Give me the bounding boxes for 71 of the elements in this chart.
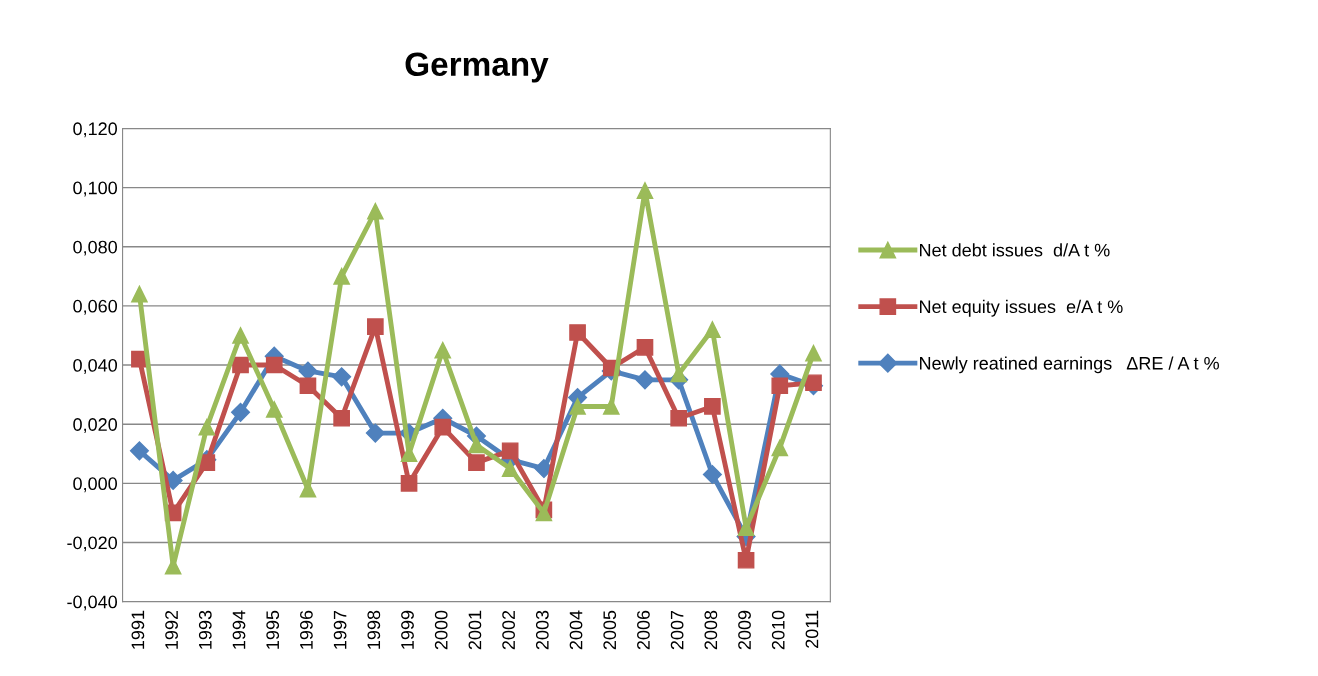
x-tick-label: 2007 [670, 610, 684, 650]
point [231, 402, 251, 422]
point [702, 464, 722, 485]
y-tick-label: 0,080 [73, 240, 118, 256]
point [198, 418, 216, 436]
x-tick-label: 2005 [603, 610, 617, 650]
x-tick-label: 2000 [434, 610, 448, 650]
x-tick-label: 2001 [468, 610, 482, 650]
point [332, 367, 352, 387]
point [265, 401, 283, 418]
x-tick-label: 1999 [401, 610, 414, 649]
point [365, 423, 385, 443]
point [265, 356, 283, 374]
legend-label: Net equity issues e/A t % [920, 299, 1123, 317]
point [131, 285, 148, 303]
point [434, 418, 452, 436]
point [129, 441, 149, 461]
y-tick-label: 0,020 [73, 418, 118, 434]
x-tick-label: 2010 [771, 610, 785, 650]
point [805, 344, 822, 362]
point [468, 436, 485, 454]
point [704, 321, 721, 338]
point [704, 398, 721, 415]
point [367, 202, 384, 220]
x-tick-label: 1998 [367, 610, 381, 649]
x-tick-label: 2002 [502, 610, 516, 650]
x-tick-label: 1995 [266, 610, 280, 649]
y-tick-label: -0,020 [67, 536, 118, 552]
x-tick-label: 2004 [569, 610, 583, 650]
x-tick-label: 1991 [131, 610, 145, 649]
point [636, 182, 654, 199]
point [602, 398, 620, 415]
x-tick-label: 1997 [333, 610, 347, 649]
point [569, 324, 586, 341]
chart-title: Germany [405, 52, 549, 83]
point [333, 267, 350, 285]
x-tick-label: 2006 [637, 610, 650, 650]
point [468, 454, 485, 471]
point [333, 409, 350, 427]
x-tick-label: 1996 [300, 610, 313, 649]
point [771, 439, 789, 457]
point [501, 442, 519, 460]
x-tick-label: 1994 [232, 610, 246, 649]
point [232, 356, 249, 374]
point [434, 341, 452, 359]
point [232, 327, 249, 344]
y-tick-label: 0,120 [73, 122, 118, 138]
x-tick-label: 2008 [704, 610, 718, 650]
y-tick-label: -0,040 [67, 595, 118, 611]
point [635, 370, 655, 390]
point [737, 551, 755, 569]
point [636, 338, 654, 356]
point [569, 398, 586, 415]
point [400, 475, 418, 492]
point [299, 377, 317, 395]
x-tick-label: 1992 [165, 610, 178, 649]
y-tick-label: 0,000 [73, 477, 118, 493]
point [367, 318, 384, 335]
point [771, 377, 789, 395]
x-tick-label: 1993 [198, 610, 212, 649]
y-tick-label: 0,040 [73, 358, 118, 374]
point [670, 409, 688, 427]
y-tick-label: 0,100 [73, 181, 118, 197]
x-tick-label: 2011 [805, 610, 819, 648]
legend-label: Net debt issues d/A t % [920, 243, 1110, 257]
x-tick-label: 2009 [738, 610, 751, 650]
point [501, 460, 519, 477]
point [670, 365, 688, 383]
x-tick-label: 2003 [535, 610, 549, 650]
y-tick-label: 0,060 [73, 299, 118, 315]
legend-label: Newly reatined earnings ΔRE / A t % [920, 356, 1219, 374]
